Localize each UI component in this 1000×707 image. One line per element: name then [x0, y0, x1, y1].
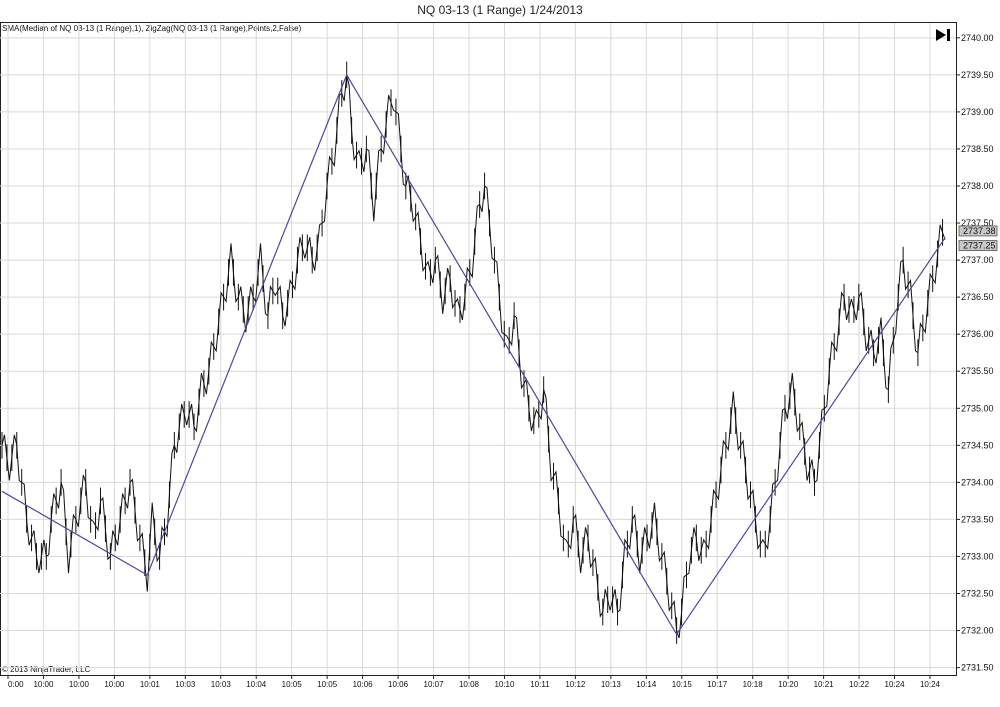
x-tick-label: 10:11: [530, 680, 550, 689]
y-tick-label: 2733.00: [961, 551, 994, 561]
y-tick-label: 2736.00: [961, 329, 994, 339]
y-tick-label: 2735.00: [961, 403, 994, 413]
last-value-tag: 2737.25: [958, 240, 998, 251]
x-tick-label: 10:00: [69, 680, 90, 689]
x-tick-label: 10:21: [814, 680, 835, 689]
y-tick-label: 2734.50: [961, 440, 994, 450]
y-tick-label: 2733.50: [961, 514, 994, 524]
chart-frame: [0, 22, 957, 676]
x-axis: 0:00 10:00 10:00 10:00 10:01 10:03 10:03 10:04 1…: [7, 675, 941, 689]
chart-title: NQ 03-13 (1 Range) 1/24/2013: [417, 3, 583, 17]
y-tick-label: 2734.00: [961, 477, 994, 487]
y-tick-label: 2737.00: [961, 255, 994, 265]
tag-label: 2737.38: [963, 226, 996, 236]
y-axis: 2740.00 2739.50 2739.00 2738.50 2738.00 2737.…: [956, 33, 994, 673]
x-tick-label: 10:04: [246, 680, 267, 689]
zigzag-line: [1, 73, 946, 636]
x-tick-label: 10:17: [707, 680, 728, 689]
tag-box: [958, 240, 998, 251]
y-tick-label: 2738.50: [961, 144, 994, 154]
x-tick-label: 10:22: [849, 680, 870, 689]
x-tick-label: 10:03: [175, 680, 196, 689]
grid-lines: [0, 23, 956, 675]
series-layer: [1, 61, 946, 644]
y-tick-label: 2732.00: [961, 626, 994, 636]
price-line: [1, 74, 946, 639]
tag-label: 2737.25: [963, 241, 996, 251]
x-tick-label: 10:15: [672, 680, 693, 689]
x-tick-label: 10:10: [494, 680, 515, 689]
x-tick-label: 0:00: [8, 680, 24, 689]
x-tick-label: 10:18: [743, 680, 764, 689]
x-tick-label: 10:06: [353, 680, 374, 689]
last-value-tags: 2737.38 2737.25: [958, 225, 998, 251]
x-tick-label: 10:03: [211, 680, 232, 689]
y-tick-label: 2732.50: [961, 589, 994, 599]
y-tick-label: 2739.00: [961, 107, 994, 117]
copyright-text: © 2013 NinjaTrader, LLC: [2, 665, 91, 674]
x-tick-label: 10:05: [317, 680, 338, 689]
x-tick-label: 10:07: [424, 680, 445, 689]
y-tick-label: 2736.50: [961, 292, 994, 302]
y-tick-label: 2738.00: [961, 181, 994, 191]
x-tick-label: 10:00: [33, 680, 54, 689]
x-tick-label: 10:08: [459, 680, 480, 689]
y-tick-label: 2737.50: [961, 218, 994, 228]
x-tick-label: 10:06: [388, 680, 409, 689]
x-tick-label: 10:20: [778, 680, 799, 689]
y-tick-label: 2740.00: [961, 33, 994, 43]
y-tick-label: 2735.50: [961, 366, 994, 376]
x-tick-label: 10:01: [140, 680, 161, 689]
x-tick-label: 10:12: [565, 680, 586, 689]
last-value-tag: 2737.38: [958, 225, 998, 237]
scroll-to-end-button[interactable]: [933, 27, 953, 42]
tag-box: [958, 225, 998, 237]
x-tick-label: 10:13: [601, 680, 622, 689]
x-tick-label: 10:14: [636, 680, 657, 689]
skip-to-end-icon: [936, 28, 950, 41]
x-tick-label: 10:24: [885, 680, 906, 689]
y-tick-label: 2739.50: [961, 70, 994, 80]
x-tick-label: 10:00: [104, 680, 125, 689]
indicator-label: SMA(Median of NQ 03-13 (1 Range),1), Zig…: [2, 24, 302, 33]
y-tick-label: 2731.50: [961, 663, 994, 673]
x-tick-label: 10:24: [920, 680, 941, 689]
x-tick-label: 10:05: [282, 680, 303, 689]
